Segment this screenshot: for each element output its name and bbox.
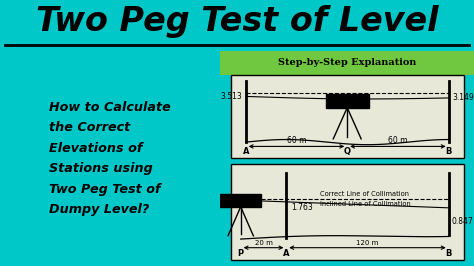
Text: Q: Q: [344, 147, 351, 156]
Text: Correct Line of Collimation: Correct Line of Collimation: [320, 191, 410, 197]
Text: A: A: [283, 250, 290, 259]
Text: 1.763: 1.763: [292, 203, 313, 212]
Text: 3.513: 3.513: [220, 92, 242, 101]
Text: Step-by-Step Explanation: Step-by-Step Explanation: [278, 59, 416, 67]
Bar: [230, 75, 464, 158]
Text: 3.149: 3.149: [453, 93, 474, 102]
Text: B: B: [446, 250, 452, 259]
Text: 60 m: 60 m: [287, 136, 306, 145]
Text: Inclined Line of Collimation: Inclined Line of Collimation: [319, 201, 410, 206]
Text: Two Peg Test of Level: Two Peg Test of Level: [36, 5, 438, 38]
Text: B: B: [446, 147, 452, 156]
Bar: [220, 194, 261, 207]
Text: How to Calculate
the Correct
Elevations of
Stations using
Two Peg Test of
Dumpy : How to Calculate the Correct Elevations …: [49, 101, 171, 216]
Bar: [220, 51, 474, 75]
Bar: [230, 164, 464, 260]
Text: 120 m: 120 m: [356, 240, 379, 246]
Bar: [326, 94, 369, 108]
Text: 0.847: 0.847: [452, 217, 474, 226]
Text: A: A: [243, 147, 249, 156]
Text: 20 m: 20 m: [255, 240, 273, 246]
Text: P: P: [237, 250, 244, 259]
Text: 60 m: 60 m: [388, 136, 408, 145]
